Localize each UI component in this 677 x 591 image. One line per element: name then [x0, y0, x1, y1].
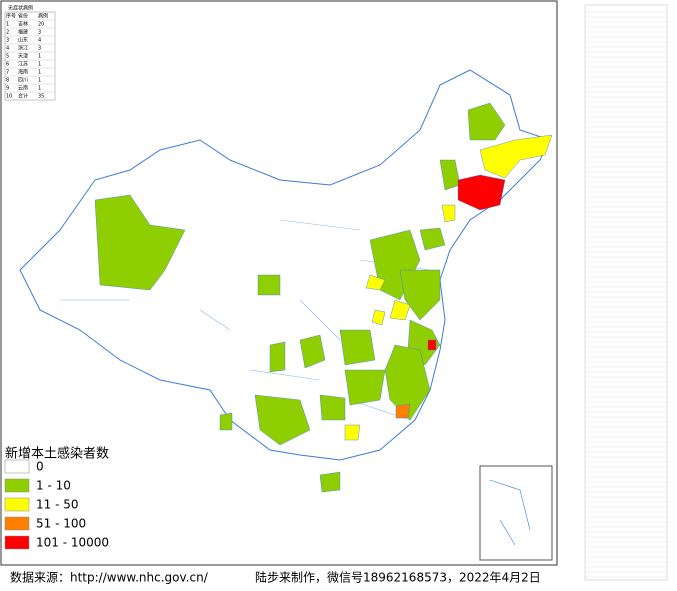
province-region [257, 274, 281, 296]
table-cell: 1 [38, 54, 41, 60]
table-header: 序号 [6, 13, 16, 20]
province-region [441, 204, 456, 223]
legend-label: 1 - 10 [36, 479, 71, 493]
table-cell: 天津 [18, 53, 28, 60]
table-header: 省份 [18, 13, 28, 20]
table-cell: 10 [6, 94, 12, 100]
legend-label: 101 - 10000 [36, 536, 109, 550]
table-cell: 海南 [18, 69, 28, 76]
province-region [467, 102, 506, 141]
table-cell: 1 [38, 62, 41, 68]
table-cell: 1 [38, 78, 41, 84]
legend-label: 0 [36, 460, 44, 474]
legend-swatch [4, 516, 30, 531]
table-cell: 2 [6, 30, 9, 36]
legend-label: 51 - 100 [36, 517, 86, 531]
province-region [419, 227, 446, 251]
table-cell: 7 [6, 70, 9, 76]
province-region [339, 329, 376, 366]
legend-swatch [4, 478, 30, 493]
table-cell: 浙江 [18, 45, 28, 52]
legend-swatch [4, 535, 30, 550]
table-cell: 6 [6, 62, 9, 68]
table-cell: 1 [38, 70, 41, 76]
left-table-title: 无症状病例 [8, 5, 33, 12]
legend-title: 新增本土感染者数 [5, 446, 109, 462]
table-cell: 江苏 [18, 61, 28, 68]
province-region [371, 309, 386, 326]
province-region [219, 412, 233, 431]
province-region [319, 471, 341, 493]
province-region [365, 274, 386, 291]
table-cell: 3 [6, 38, 9, 44]
south-sea-inset [479, 465, 553, 561]
credit: 陆步来制作，微信号18962168573，2022年4月2日 [255, 570, 541, 585]
legend-swatch [4, 459, 30, 474]
province-region [395, 403, 411, 419]
table-cell: 福建 [18, 29, 28, 36]
province-region [269, 341, 286, 373]
province-region [344, 369, 386, 406]
table-cell: 35 [38, 94, 44, 100]
province-region [94, 194, 186, 291]
source: 数据来源：http://www.nhc.gov.cn/ [10, 570, 209, 585]
province-region [344, 424, 361, 441]
province-region [299, 334, 326, 369]
table-cell: 吉林 [18, 21, 28, 28]
table-cell: 9 [6, 86, 9, 92]
province-region [254, 394, 311, 446]
province-region [479, 134, 553, 179]
table-cell: 合计 [18, 93, 28, 100]
table-cell: 20 [38, 22, 44, 28]
table-cell: 3 [38, 46, 41, 52]
province-region [457, 174, 506, 211]
table-cell: 山东 [18, 37, 28, 44]
province-region [389, 299, 411, 321]
legend-swatch [4, 497, 30, 512]
inset-lines [489, 479, 531, 546]
table-cell: 3 [38, 30, 41, 36]
table-cell: 1 [6, 22, 9, 28]
table-cell: 1 [38, 86, 41, 92]
legend-label: 11 - 50 [36, 498, 79, 512]
province-region [319, 394, 346, 421]
province-region [427, 339, 437, 351]
table-cell: 4 [6, 46, 9, 52]
table-cell: 5 [6, 54, 9, 60]
table-header: 病例 [38, 13, 48, 20]
table-cell: 8 [6, 78, 9, 84]
province-region [399, 269, 441, 321]
left-table-frame [4, 11, 56, 101]
right-table [584, 4, 668, 581]
table-cell: 4 [38, 38, 41, 44]
table-cell: 四川 [18, 78, 28, 84]
table-cell: 云南 [18, 85, 28, 92]
